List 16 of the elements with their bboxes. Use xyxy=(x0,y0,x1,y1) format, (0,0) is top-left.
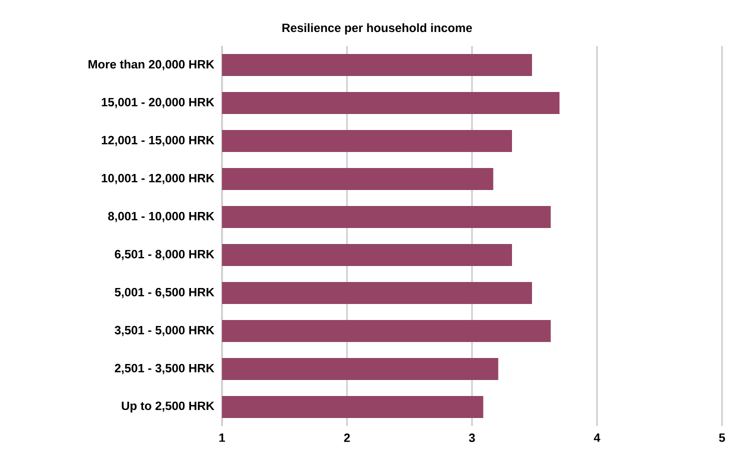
x-tick-label: 5 xyxy=(719,434,725,442)
y-tick-label: 5,001 - 6,500 HRK xyxy=(114,288,214,298)
x-tick-label: 3 xyxy=(468,434,475,442)
y-tick-label: More than 20,000 HRK xyxy=(88,60,214,70)
chart-title: Resilience per household income xyxy=(282,23,472,34)
y-tick-label: 6,501 - 8,000 HRK xyxy=(114,250,214,260)
y-tick-label: 3,501 - 5,000 HRK xyxy=(114,326,214,336)
x-tick-label: 2 xyxy=(344,434,350,442)
y-tick-label: Up to 2,500 HRK xyxy=(122,402,214,412)
y-tick-label: 15,001 - 20,000 HRK xyxy=(102,98,214,108)
x-tick-label: 1 xyxy=(219,434,225,442)
y-tick-label: 10,001 - 12,000 HRK xyxy=(102,174,214,184)
y-tick-label: 8,001 - 10,000 HRK xyxy=(108,212,214,222)
y-tick-label: 12,001 - 15,000 HRK xyxy=(102,136,214,146)
x-tick-label: 4 xyxy=(594,434,600,442)
y-tick-label: 2,501 - 3,500 HRK xyxy=(114,364,214,374)
